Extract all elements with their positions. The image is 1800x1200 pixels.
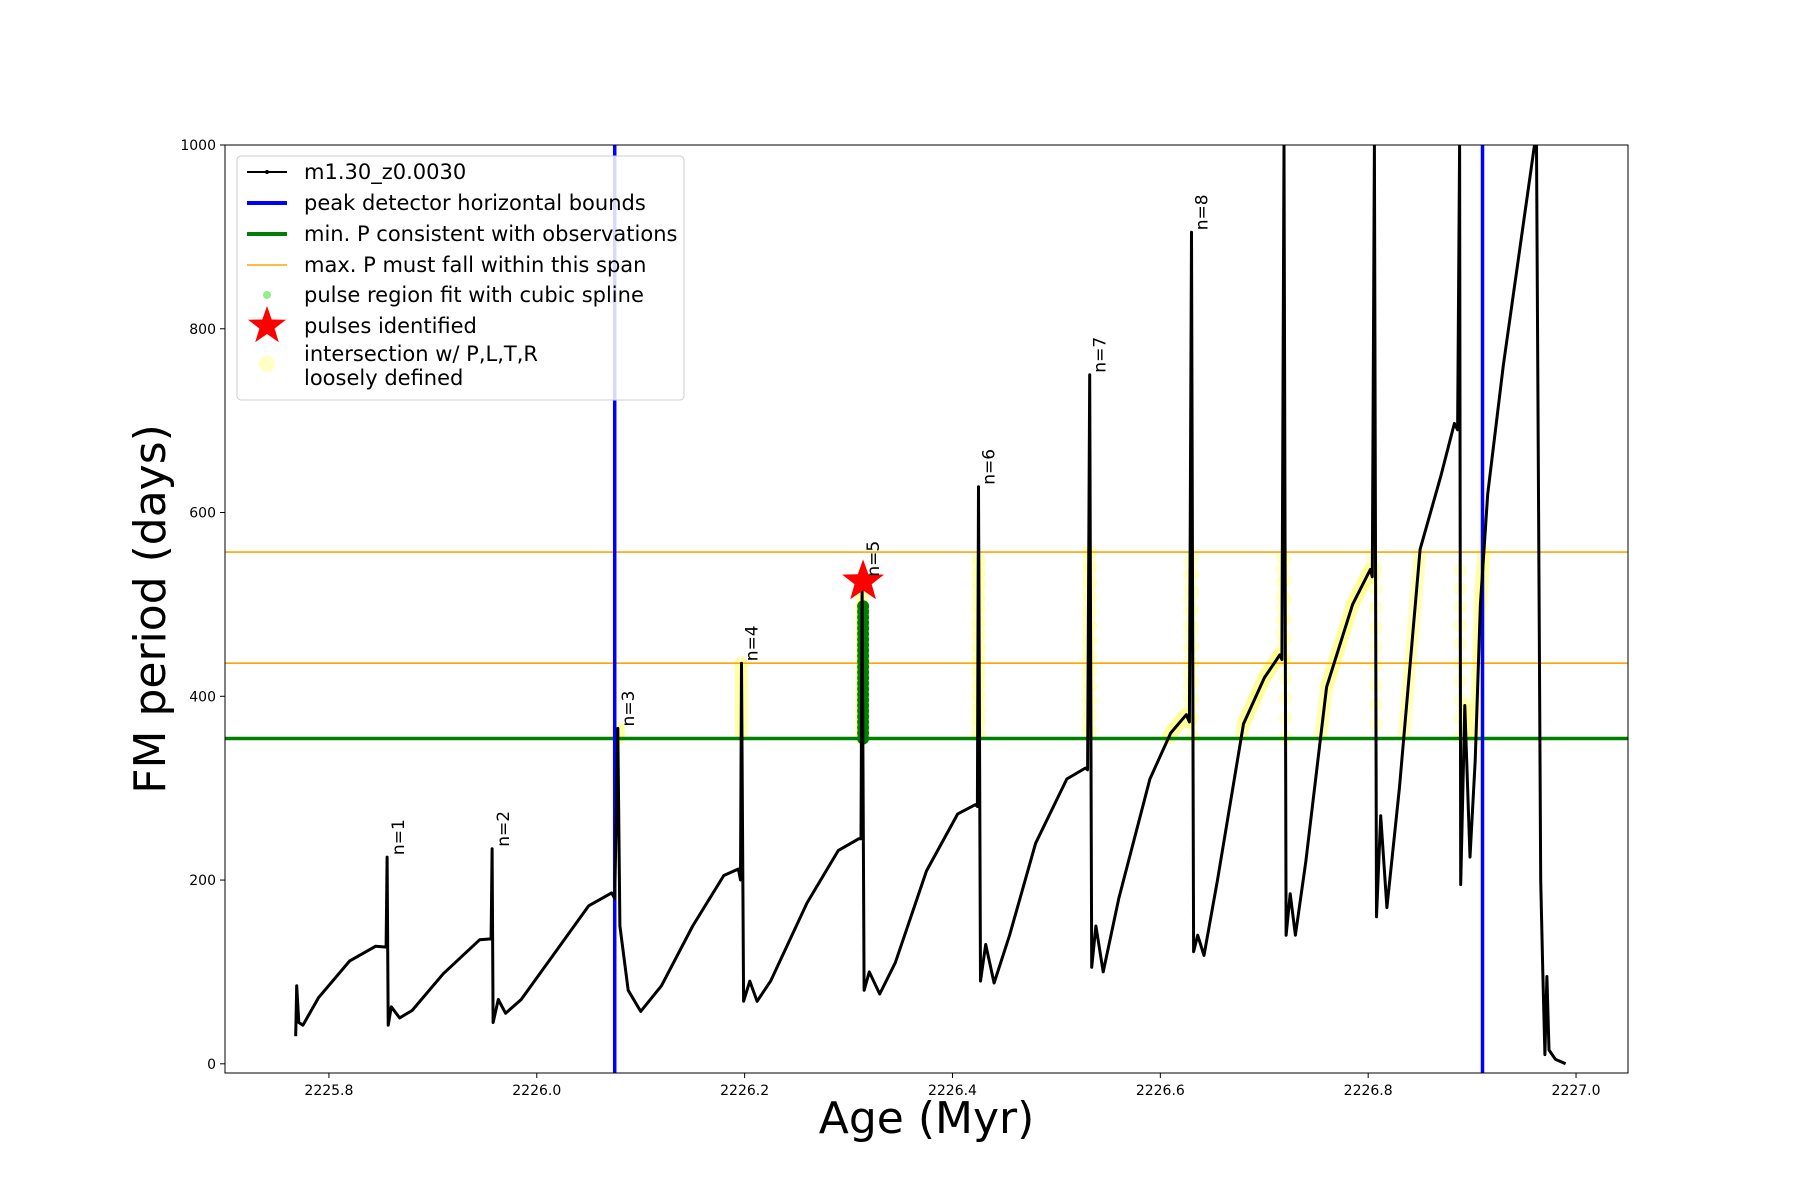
legend-item-minp: min. P consistent with observations — [247, 222, 677, 246]
y-tick-label: 400 — [189, 689, 216, 705]
pulse-label: n=4 — [743, 625, 763, 661]
legend-item-spline: pulse region fit with cubic spline — [263, 283, 644, 307]
legend-label: min. P consistent with observations — [304, 222, 677, 246]
y-tick-label: 600 — [189, 506, 216, 522]
axis-ticks: 2225.8 2226.0 2226.2 2226.4 2226.6 2226.8 2227… — [180, 138, 1600, 1099]
legend-label-line: max. P must fall within this span — [304, 253, 646, 277]
legend-label-line: loosely defined — [304, 366, 463, 390]
x-tick-label: 2225.8 — [304, 1083, 353, 1099]
legend-item-bounds: peak detector horizontal bounds — [247, 191, 646, 215]
y-tick-label: 800 — [189, 322, 216, 338]
legend-label: m1.30_z0.0030 — [304, 160, 466, 185]
legend-label-line: pulses identified — [304, 314, 477, 338]
legend-item-maxp: max. P must fall within this span — [247, 253, 646, 277]
legend-label: max. P must fall within this span — [304, 253, 646, 277]
legend-label-line: pulse region fit with cubic spline — [304, 283, 644, 307]
pulse-label: n=2 — [494, 811, 514, 847]
pulse-label: n=7 — [1091, 337, 1111, 373]
pulse-label: n=8 — [1193, 194, 1213, 230]
x-tick-label: 2226.6 — [1136, 1083, 1185, 1099]
legend-label: pulse region fit with cubic spline — [304, 283, 644, 307]
x-tick-label: 2226.2 — [720, 1083, 769, 1099]
legend-label: pulses identified — [304, 314, 477, 338]
x-tick-label: 2226.4 — [928, 1083, 977, 1099]
track-line — [294, 145, 1567, 1066]
legend-label-line: intersection w/ P,L,T,R — [304, 342, 538, 366]
x-axis-label: Age (Myr) — [819, 1093, 1035, 1144]
legend-label: peak detector horizontal bounds — [304, 191, 646, 215]
legend-item-pulses: pulses identified — [248, 306, 477, 343]
y-tick-label: 0 — [207, 1057, 216, 1073]
x-tick-label: 2226.8 — [1344, 1083, 1393, 1099]
legend-label-line: m1.30_z0.0030 — [304, 160, 466, 185]
pulse-labels: n=1 n=2 n=3 n=4 n=5 n=6 n=7 n=8 — [389, 194, 1212, 855]
legend-item-track: m1.30_z0.0030 — [247, 160, 466, 185]
legend-marker — [259, 356, 275, 372]
x-tick-label: 2227.0 — [1552, 1083, 1601, 1099]
legend-marker — [265, 170, 269, 174]
y-tick-label: 1000 — [180, 138, 216, 154]
legend-box — [236, 155, 685, 401]
pulse-label: n=5 — [864, 541, 884, 577]
plot-frame — [224, 144, 1629, 1074]
legend-label: intersection w/ P,L,T,R loosely defined — [304, 342, 538, 390]
legend-marker — [248, 306, 286, 343]
pulse-label: n=6 — [979, 449, 999, 485]
identified-pulse-star — [842, 559, 884, 600]
pulse-label: n=3 — [619, 691, 639, 727]
y-axis-label: FM period (days) — [125, 424, 176, 794]
x-tick-label: 2226.0 — [512, 1083, 561, 1099]
y-tick-label: 200 — [189, 873, 216, 889]
legend-label-line: min. P consistent with observations — [304, 222, 677, 246]
legend-marker — [263, 291, 271, 299]
legend-item-intersect: intersection w/ P,L,T,R loosely defined — [259, 342, 538, 390]
legend-label-line: peak detector horizontal bounds — [304, 191, 646, 215]
plot-area — [225, 145, 1628, 1073]
pulse-label: n=1 — [389, 819, 409, 855]
